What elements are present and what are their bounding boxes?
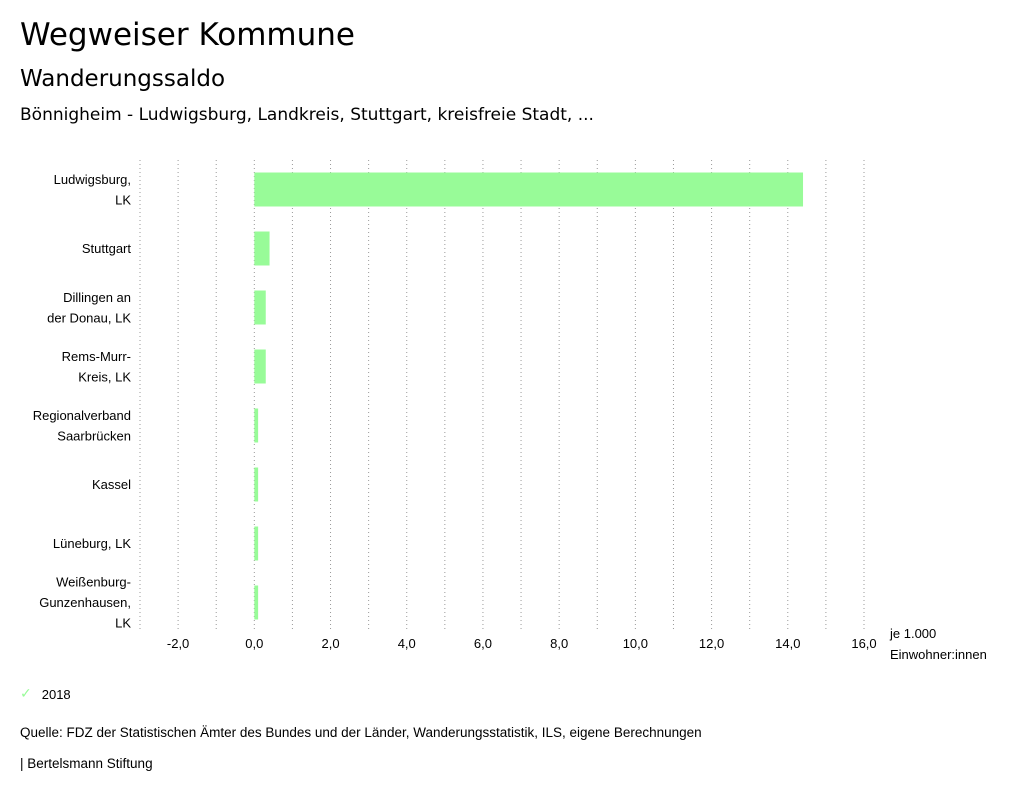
category-label: Weißenburg- Gunzenhausen, LK — [39, 575, 131, 631]
category-label-line: Kreis, LK — [78, 369, 131, 384]
bar — [254, 526, 259, 561]
bar — [254, 467, 259, 502]
x-tick-label: 0,0 — [245, 636, 263, 651]
x-tick-label: 14,0 — [775, 636, 800, 651]
x-tick-label: -2,0 — [167, 636, 189, 651]
category-label-line: Stuttgart — [82, 241, 132, 256]
x-axis-label-line: je 1.000 — [889, 626, 936, 641]
category-label-line: Weißenburg- — [56, 575, 131, 590]
category-label-line: Dillingen an — [63, 290, 131, 305]
x-axis-label: je 1.000 Einwohner:innen — [889, 626, 987, 662]
category-label-line: Kassel — [92, 477, 131, 492]
category-label-line: Lüneburg, LK — [53, 536, 131, 551]
x-tick-label: 2,0 — [321, 636, 339, 651]
category-label-line: Saarbrücken — [57, 428, 131, 443]
category-label: Ludwigsburg, LK — [54, 172, 132, 208]
page-title: Wegweiser Kommune — [20, 17, 355, 53]
source-note: Quelle: FDZ der Statistischen Ämter des … — [20, 725, 702, 740]
bar — [254, 349, 266, 384]
category-label-line: LK — [115, 192, 131, 207]
region-label: Bönnigheim - Ludwigsburg, Landkreis, Stu… — [20, 105, 594, 125]
category-label: Kassel — [92, 477, 131, 492]
category-label: Regionalverband Saarbrücken — [33, 408, 131, 444]
category-label-line: Gunzenhausen, — [39, 595, 131, 610]
check-icon: ✓ — [20, 686, 32, 702]
legend[interactable]: ✓ 2018 — [20, 686, 71, 702]
category-label: Lüneburg, LK — [53, 536, 131, 551]
category-label-line: LK — [115, 616, 131, 631]
category-label: Dillingen an der Donau, LK — [47, 290, 131, 326]
chart-subtitle: Wanderungssaldo — [20, 66, 226, 92]
category-label-line: Regionalverband — [33, 408, 131, 423]
legend-label: 2018 — [41, 686, 71, 702]
bar — [254, 172, 804, 207]
x-tick-label: 10,0 — [623, 636, 648, 651]
bar — [254, 408, 259, 443]
x-tick-label: 8,0 — [550, 636, 568, 651]
bar-chart: Ludwigsburg, LK Stuttgart Dillingen an der D… — [33, 160, 987, 662]
x-tick-label: 6,0 — [474, 636, 492, 651]
x-tick-label: 12,0 — [699, 636, 724, 651]
category-label-line: Ludwigsburg, — [54, 172, 131, 187]
category-label: Stuttgart — [82, 241, 132, 256]
category-label: Rems-Murr- Kreis, LK — [62, 349, 132, 385]
bar — [254, 585, 259, 620]
x-axis-label-line: Einwohner:innen — [890, 647, 987, 662]
bar — [254, 231, 270, 266]
footer-credit: | Bertelsmann Stiftung — [20, 756, 153, 771]
bar — [254, 290, 266, 325]
category-label-line: der Donau, LK — [47, 310, 131, 325]
x-tick-label: 16,0 — [851, 636, 876, 651]
category-label-line: Rems-Murr- — [62, 349, 131, 364]
x-tick-label: 4,0 — [398, 636, 416, 651]
